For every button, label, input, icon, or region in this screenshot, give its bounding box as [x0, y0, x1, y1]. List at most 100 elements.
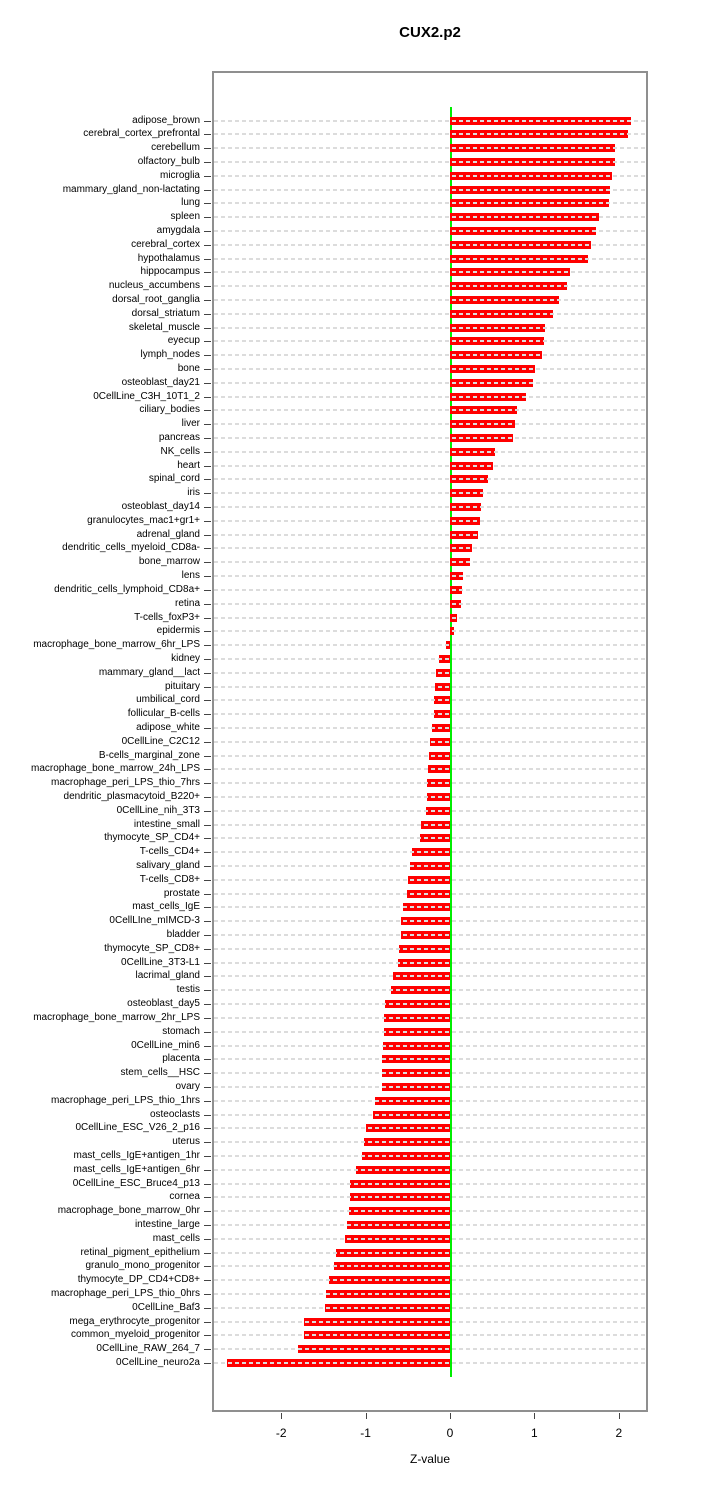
grid-line	[214, 409, 646, 412]
grid-line	[214, 478, 646, 481]
grid-line	[214, 782, 646, 785]
category-label: macrophage_bone_marrow_2hr_LPS	[33, 1011, 200, 1023]
grid-line	[214, 492, 646, 495]
x-tick	[365, 1413, 367, 1419]
grid-line	[214, 961, 646, 964]
y-tick	[204, 562, 211, 564]
grid-line	[214, 699, 646, 702]
x-tick	[618, 1413, 620, 1419]
category-label: osteoblast_day5	[127, 998, 200, 1010]
grid-line	[214, 1320, 646, 1323]
grid-line	[214, 257, 646, 260]
grid-line	[214, 160, 646, 163]
grid-line	[214, 851, 646, 854]
y-tick	[204, 1059, 211, 1061]
grid-line	[214, 133, 646, 136]
x-tick-label: 2	[615, 1426, 623, 1440]
grid-line	[214, 1334, 646, 1337]
y-tick	[204, 520, 211, 522]
y-tick	[204, 1031, 211, 1033]
category-label: dorsal_striatum	[131, 307, 200, 319]
category-label: spleen	[170, 211, 200, 223]
y-tick	[204, 438, 211, 440]
grid-line	[214, 934, 646, 937]
y-tick	[204, 879, 211, 881]
y-tick	[204, 948, 211, 950]
y-tick	[204, 658, 211, 660]
grid-line	[214, 878, 646, 881]
grid-line	[214, 1127, 646, 1130]
grid-line	[214, 298, 646, 301]
grid-line	[214, 1072, 646, 1075]
grid-line	[214, 920, 646, 923]
category-label: 0CellLine_min6	[131, 1039, 200, 1051]
y-tick	[204, 962, 211, 964]
y-tick	[204, 1100, 211, 1102]
grid-line	[214, 1016, 646, 1019]
category-label: mast_cells	[152, 1232, 200, 1244]
x-tick-label: 1	[531, 1426, 538, 1440]
grid-line	[214, 1279, 646, 1282]
category-label: ciliary_bodies	[139, 404, 200, 416]
y-tick	[204, 479, 211, 481]
grid-line	[214, 395, 646, 398]
category-label: skeletal_muscle	[128, 321, 200, 333]
category-label: dendritic_plasmacytoid_B220+	[63, 790, 200, 802]
chart-title: CUX2.p2	[399, 24, 461, 41]
category-label: salivary_gland	[136, 860, 200, 872]
category-label: adipose_white	[136, 721, 200, 733]
y-tick	[204, 1155, 211, 1157]
y-tick	[204, 465, 211, 467]
category-label: intestine_large	[134, 1218, 200, 1230]
category-label: 0CellLine_Baf3	[132, 1301, 200, 1313]
y-tick	[204, 714, 211, 716]
category-label: bone	[177, 363, 200, 374]
grid-line	[214, 174, 646, 177]
y-tick	[204, 824, 211, 826]
grid-line	[214, 1168, 646, 1171]
category-label: macrophage_peri_LPS_thio_1hrs	[51, 1094, 200, 1106]
y-tick	[204, 1321, 211, 1323]
grid-line	[214, 671, 646, 674]
y-tick	[204, 1142, 211, 1144]
grid-line	[214, 754, 646, 757]
category-label: bladder	[166, 929, 200, 941]
y-tick	[204, 548, 211, 550]
y-tick	[204, 727, 211, 729]
grid-line	[214, 285, 646, 288]
grid-line	[214, 1044, 646, 1047]
category-label: thymocyte_DP_CD4+CD8+	[77, 1274, 200, 1286]
y-tick	[204, 672, 211, 674]
category-label: adipose_brown	[132, 114, 200, 126]
grid-line	[214, 188, 646, 191]
grid-line	[214, 837, 646, 840]
category-label: spinal_cord	[148, 473, 200, 485]
y-tick	[204, 769, 211, 771]
category-label: T-cells_foxP3+	[134, 611, 200, 623]
grid-line	[214, 519, 646, 522]
category-label: macrophage_peri_LPS_thio_7hrs	[51, 777, 200, 789]
grid-line	[214, 795, 646, 798]
y-tick	[204, 1307, 211, 1309]
y-tick	[204, 1017, 211, 1019]
grid-line	[214, 740, 646, 743]
category-label: cornea	[169, 1191, 200, 1203]
grid-line	[214, 1058, 646, 1061]
y-tick	[204, 1004, 211, 1006]
y-tick	[204, 148, 211, 150]
category-label: T-cells_CD4+	[139, 846, 200, 858]
y-tick	[204, 796, 211, 798]
y-tick	[204, 369, 211, 370]
category-label: granulo_mono_progenitor	[85, 1260, 200, 1272]
category-label: iris	[187, 487, 200, 499]
grid-line	[214, 561, 646, 564]
y-tick	[204, 700, 211, 702]
y-tick	[204, 645, 211, 647]
grid-line	[214, 464, 646, 467]
grid-line	[214, 1265, 646, 1268]
category-label: mast_cells_IgE+antigen_6hr	[73, 1163, 200, 1175]
y-tick	[204, 175, 211, 177]
grid-line	[214, 1348, 646, 1351]
grid-line	[214, 437, 646, 440]
